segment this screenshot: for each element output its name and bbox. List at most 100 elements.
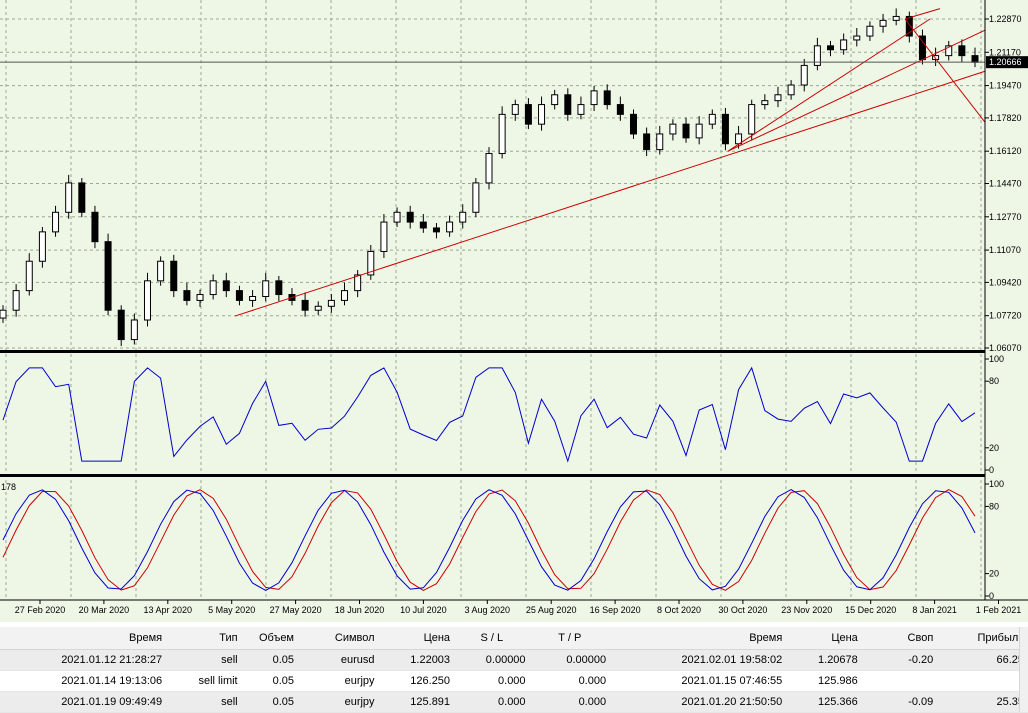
- cell-volume: 0.05: [241, 691, 298, 713]
- candle-body: [354, 274, 362, 292]
- header-close-price[interactable]: Цена: [786, 627, 862, 650]
- candle-body: [682, 123, 690, 139]
- header-swap[interactable]: Своп: [861, 627, 938, 650]
- candle-body: [735, 133, 743, 145]
- candle-body: [235, 290, 243, 301]
- trendline: [234, 70, 986, 317]
- candle-body: [932, 55, 940, 61]
- indicator-1-tick-label: 80: [989, 376, 999, 386]
- cell-close-time: 2021.02.01 19:58:02: [610, 649, 787, 671]
- chart-axes: 1.22870 1.21170 1.19470 1.17820 1.16120 1.144…: [0, 0, 1028, 615]
- candle-body: [577, 104, 585, 115]
- candle-body: [459, 211, 467, 223]
- price-tick-label: 1.21170: [989, 47, 1021, 57]
- cell-open-time: 2021.01.12 21:28:27: [0, 649, 167, 671]
- candle-body: [853, 35, 861, 41]
- candle-body: [800, 64, 808, 86]
- candle-body: [958, 45, 966, 57]
- price-panel-separator: [0, 350, 985, 353]
- candle-body: [498, 113, 506, 155]
- date-tick-label: 8 Jan 2021: [912, 605, 957, 615]
- date-tick-label: 10 Jul 2020: [400, 605, 447, 615]
- candle-body: [787, 84, 795, 96]
- candle-body: [78, 182, 86, 213]
- cell-profit: 66.25: [937, 649, 1028, 671]
- cell-stop-loss: 0.00000: [454, 649, 530, 671]
- candle-body: [301, 299, 309, 311]
- indicator-1-line: [2, 366, 976, 463]
- candle-body: [157, 260, 165, 282]
- header-type[interactable]: Тип: [166, 627, 242, 650]
- candle-body: [65, 182, 73, 213]
- candle-body: [616, 104, 624, 115]
- cell-profit: 25.35: [937, 691, 1028, 713]
- cell-stop-loss: 0.000: [454, 670, 530, 692]
- cell-symbol: eurjpy: [298, 670, 379, 692]
- candlestick-series: [0, 8, 979, 347]
- chart-canvas[interactable]: 1.22870 1.21170 1.19470 1.17820 1.16120 1.144…: [0, 0, 1028, 622]
- candle-body: [12, 290, 20, 311]
- cell-take-profit: 0.00000: [529, 649, 611, 671]
- indicator-panel-separator: [0, 474, 985, 477]
- candle-body: [38, 231, 46, 262]
- header-take-profit[interactable]: T / P: [529, 627, 611, 650]
- header-symbol[interactable]: Символ: [298, 627, 379, 650]
- header-stop-loss[interactable]: S / L: [454, 627, 530, 650]
- price-tick-label: 1.09420: [989, 277, 1022, 287]
- cell-close-price: 125.986: [786, 670, 862, 692]
- price-chart-window[interactable]: 1.22870 1.21170 1.19470 1.17820 1.16120 1.144…: [0, 0, 1028, 622]
- cell-swap: -0.20: [861, 649, 938, 671]
- candle-body: [708, 113, 716, 125]
- price-tick-label: 1.19470: [989, 81, 1022, 91]
- cell-price: 125.891: [378, 691, 455, 713]
- cell-symbol: eurusd: [298, 649, 379, 671]
- date-tick-label: 20 Mar 2020: [79, 605, 130, 615]
- header-open-time[interactable]: Время: [0, 627, 167, 650]
- date-tick-label: 3 Aug 2020: [465, 605, 511, 615]
- trendline: [727, 29, 986, 152]
- date-tick-label: 15 Dec 2020: [845, 605, 896, 615]
- candle-body: [209, 280, 217, 296]
- header-close-time[interactable]: Время: [610, 627, 787, 650]
- date-tick-label: 8 Oct 2020: [657, 605, 701, 615]
- cell-profit: [937, 670, 1028, 692]
- date-tick-label: 13 Apr 2020: [144, 605, 193, 615]
- current-price-label: 1.20666: [989, 57, 1022, 67]
- order-row[interactable]: 2021.01.12 21:28:27 sell 0.05 eurusd 1.2…: [0, 649, 1028, 671]
- candle-body: [341, 290, 349, 301]
- price-tick-label: 1.22870: [989, 14, 1022, 24]
- header-price[interactable]: Цена: [378, 627, 455, 650]
- candle-body: [551, 94, 559, 106]
- price-tick-label: 1.14470: [989, 179, 1022, 189]
- panel-separators[interactable]: [0, 350, 985, 477]
- trendlines[interactable]: [234, 8, 986, 317]
- date-tick-label: 23 Nov 2020: [781, 605, 832, 615]
- table-scrollbar[interactable]: [1019, 627, 1028, 712]
- candle-body: [485, 153, 493, 184]
- indicator-1-tick-label: 100: [989, 354, 1004, 364]
- header-profit[interactable]: Прибыль: [937, 627, 1028, 650]
- cell-swap: -0.09: [861, 691, 938, 713]
- cell-swap: [861, 670, 938, 692]
- indicator-2-lines: [2, 489, 976, 591]
- candle-body: [432, 227, 440, 233]
- order-row[interactable]: 2021.01.14 19:13:06 sell limit 0.05 eurj…: [0, 670, 1028, 692]
- candle-body: [945, 45, 953, 57]
- indicator-2-label: 178: [1, 482, 16, 492]
- cell-close-time: 2021.01.20 21:50:50: [610, 691, 787, 713]
- candle-body: [130, 319, 138, 341]
- indicator-2-tick-label: 80: [989, 501, 999, 511]
- header-volume[interactable]: Объем: [241, 627, 298, 650]
- date-tick-label: 30 Oct 2020: [718, 605, 767, 615]
- candle-body: [222, 280, 230, 292]
- date-tick-label: 16 Sep 2020: [590, 605, 641, 615]
- order-row[interactable]: 2021.01.19 09:49:49 sell 0.05 eurjpy 125…: [0, 691, 1028, 713]
- cell-take-profit: 0.000: [529, 670, 611, 692]
- cell-close-price: 1.20678: [786, 649, 862, 671]
- candle-body: [603, 90, 611, 106]
- cell-stop-loss: 0.000: [454, 691, 530, 713]
- candle-body: [314, 305, 322, 311]
- candle-body: [104, 241, 112, 311]
- orders-header-row: Время Тип Объем Символ Цена S / L T / P …: [0, 627, 1028, 650]
- cell-type: sell limit: [166, 670, 242, 692]
